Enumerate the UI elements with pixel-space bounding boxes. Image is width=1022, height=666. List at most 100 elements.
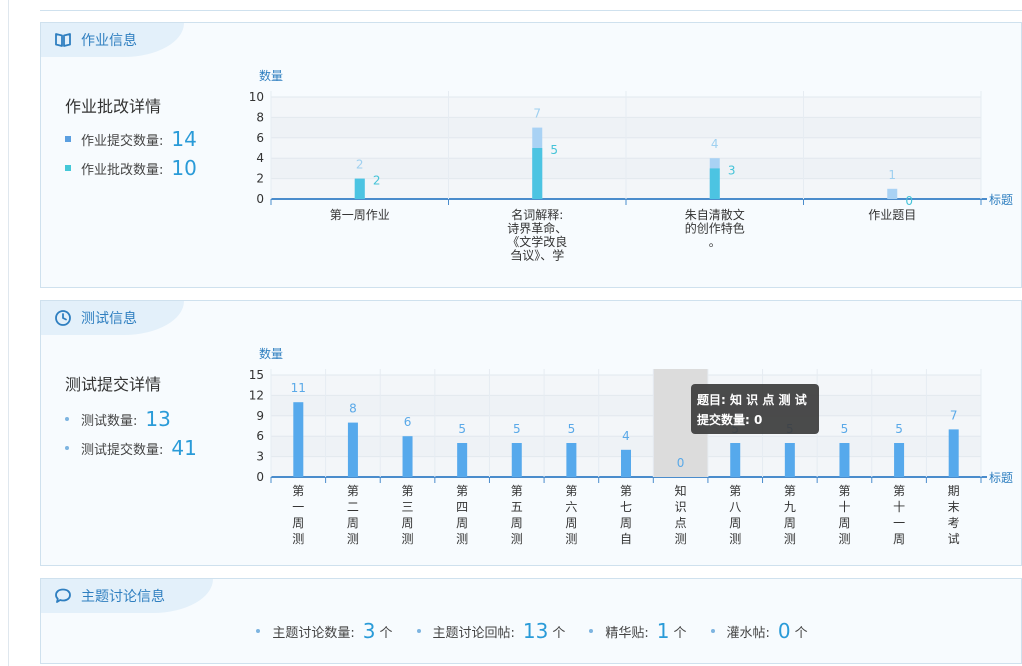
discussion-tab: 主题讨论信息 — [41, 579, 213, 613]
bar — [402, 436, 413, 477]
x-tick-label: 周 — [729, 516, 741, 530]
x-tick-label: 第 — [893, 484, 905, 498]
data-label: 2 — [356, 158, 364, 172]
x-tick-label: 二 — [347, 500, 359, 514]
bar — [839, 443, 850, 477]
tests-tab: 测试信息 — [41, 301, 184, 335]
bar — [457, 443, 468, 477]
y-tick-label: 4 — [256, 151, 264, 165]
x-tick-label: 《文学改良 — [507, 234, 567, 249]
x-tick-label: 一 — [893, 516, 905, 530]
data-label: 5 — [550, 143, 558, 157]
x-tick-label: 周 — [456, 516, 468, 530]
discussion-panel: 主题讨论信息 主题讨论数量: 3 个 主题讨论回帖: 13 个 精华贴: 1 个… — [40, 578, 1022, 664]
x-tick-label: 测 — [347, 532, 359, 546]
x-tick-label: 十 — [893, 500, 905, 514]
y-tick-label: 8 — [256, 110, 264, 124]
stat-unit: 个 — [552, 625, 566, 641]
y-tick-label: 0 — [256, 192, 264, 206]
stat-value: 13 — [522, 619, 549, 643]
homework-tab-title: 作业信息 — [81, 33, 137, 49]
bar — [354, 178, 365, 199]
y-tick-label: 2 — [256, 172, 264, 186]
x-tick-label: 第 — [292, 484, 304, 498]
data-label: 1 — [888, 168, 896, 182]
stat-value: 1 — [656, 619, 670, 643]
data-label: 5 — [841, 422, 849, 436]
legend-value: 10 — [171, 156, 197, 180]
x-tick-label: 一 — [292, 500, 304, 514]
x-tick-label: 周 — [511, 516, 523, 530]
x-tick-label: 五 — [511, 500, 523, 514]
data-label: 7 — [533, 107, 541, 121]
bar — [532, 148, 543, 199]
x-tick-label: 第 — [456, 484, 468, 498]
x-tick-label: 测 — [511, 532, 523, 546]
x-tick-label: 测 — [565, 532, 577, 546]
x-tick-label: 第 — [511, 484, 523, 498]
left-divider — [8, 0, 9, 666]
data-label: 3 — [728, 163, 736, 177]
x-tick-label: 诗界革命、 — [507, 221, 567, 236]
data-label: 0 — [677, 456, 685, 470]
discussion-tab-title: 主题讨论信息 — [81, 589, 165, 605]
legend-value: 13 — [145, 407, 171, 431]
x-tick-label: 点 — [675, 516, 687, 530]
tooltip-value: 提交数量: 0 — [697, 412, 762, 427]
chat-bubble-icon — [53, 586, 73, 606]
bar — [293, 402, 304, 477]
x-tick-label: 的创作特色 — [685, 221, 745, 236]
legend-label: 测试提交数量: — [81, 442, 164, 458]
plot-band — [271, 436, 981, 457]
x-tick-label: 测 — [838, 532, 850, 546]
x-tick-label: 名词解释: — [511, 207, 563, 222]
data-label: 8 — [349, 402, 357, 416]
x-tick-label: 周 — [620, 516, 632, 530]
x-tick-label: 第 — [620, 484, 632, 498]
x-tick-label: 测 — [675, 532, 687, 546]
data-label: 2 — [373, 174, 381, 188]
tests-chart: 03691215数量标题11第一周测8第二周测6第三周测5第四周测5第五周测5第… — [249, 346, 1013, 546]
x-tick-label: 测 — [729, 532, 741, 546]
discussion-stats: 主题讨论数量: 3 个 主题讨论回帖: 13 个 精华贴: 1 个 灌水帖: 0… — [41, 619, 1022, 643]
stat-unit: 个 — [673, 625, 687, 641]
homework-chart: 0246810数量标题22第一周作业75名词解释:诗界革命、《文学改良刍议》、学… — [249, 68, 1013, 263]
top-divider — [40, 10, 1022, 11]
stat-unit: 个 — [794, 625, 808, 641]
filler-post-stat: 灌水帖: 0 个 — [710, 619, 808, 643]
x-tick-label: 周 — [347, 516, 359, 530]
tooltip-title: 题目: 知 识 点 测 试 — [697, 392, 807, 407]
x-tick-label: 十 — [838, 500, 850, 514]
data-label: 0 — [905, 194, 913, 208]
x-tick-label: 周 — [893, 532, 905, 546]
bar — [894, 443, 905, 477]
x-tick-label: 四 — [456, 500, 468, 514]
data-label: 4 — [622, 429, 630, 443]
data-label: 5 — [458, 422, 466, 436]
homework-tab: 作业信息 — [41, 23, 184, 57]
bar — [709, 168, 720, 199]
y-tick-label: 10 — [249, 90, 264, 104]
stat-label: 灌水帖: — [726, 625, 770, 641]
data-label: 7 — [950, 408, 958, 422]
plot-band — [271, 375, 981, 396]
legend-value: 14 — [171, 127, 197, 151]
x-tick-label: 试 — [948, 531, 960, 546]
x-tick-label: 知 — [675, 484, 687, 498]
featured-post-stat: 精华贴: 1 个 — [589, 619, 687, 643]
bar — [784, 443, 795, 477]
bullet — [710, 629, 715, 633]
x-tick-label: 自 — [620, 532, 632, 546]
x-tick-label: 周 — [838, 516, 850, 530]
homework-submit-count: 作业提交数量: 14 — [65, 127, 197, 151]
data-label: 11 — [291, 381, 306, 395]
bullet — [256, 629, 261, 633]
x-tick-label: 作业题目 — [868, 208, 916, 222]
homework-summary-title: 作业批改详情 — [65, 97, 162, 116]
bullet — [416, 629, 421, 633]
stat-unit: 个 — [379, 625, 393, 641]
y-axis-label: 数量 — [259, 346, 283, 361]
bar — [887, 188, 898, 199]
data-label: 4 — [711, 137, 719, 151]
